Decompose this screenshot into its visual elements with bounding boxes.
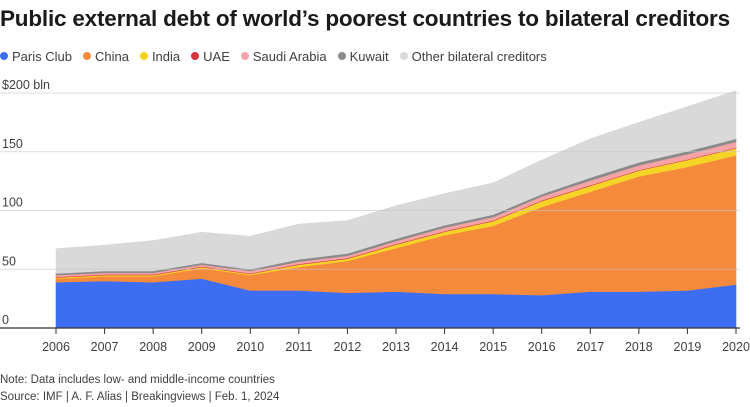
- x-tick-label: 2020: [722, 340, 750, 354]
- legend-swatch: [240, 52, 249, 60]
- x-tick-label: 2014: [431, 340, 459, 354]
- legend-label: Saudi Arabia: [252, 48, 327, 64]
- x-tick-label: 2007: [91, 340, 119, 354]
- x-tick-label: 2013: [382, 340, 410, 354]
- legend-item: Saudi Arabia: [240, 48, 327, 64]
- legend-label: Other bilateral creditors: [411, 48, 547, 64]
- legend-item: Other bilateral creditors: [399, 48, 547, 64]
- legend-swatch: [399, 52, 408, 60]
- y-tick-label: 0: [2, 313, 9, 327]
- y-tick-label: 150: [2, 137, 23, 151]
- chart-title: Public external debt of world’s poorest …: [0, 6, 730, 31]
- legend-item: India: [139, 48, 181, 64]
- legend-item: China: [82, 48, 129, 64]
- area-layers: [55, 90, 737, 329]
- legend-item: UAE: [191, 49, 230, 64]
- y-tick-label: 100: [2, 196, 23, 210]
- legend-label: UAE: [203, 48, 230, 64]
- legend-swatch: [337, 52, 346, 60]
- legend-label: Paris Club: [12, 48, 72, 64]
- x-tick-label: 2015: [479, 340, 507, 354]
- chart-note: Note: Data includes low- and middle-inco…: [0, 374, 275, 386]
- x-tick-label: 2012: [334, 340, 362, 354]
- legend-label: Kuwait: [349, 48, 389, 64]
- legend-label: China: [94, 48, 129, 64]
- x-tick-label: 2018: [625, 340, 653, 354]
- x-tick-label: 2019: [674, 340, 702, 354]
- x-tick-label: 2017: [576, 340, 604, 354]
- chart-source: Source: IMF | A. F. Alias | Breakingview…: [0, 391, 280, 403]
- legend: Paris Club China India UAE Saudi Arabia Kuwai…: [0, 48, 547, 64]
- x-tick-label: 2011: [285, 340, 312, 354]
- x-tick-label: 2016: [528, 340, 556, 354]
- legend-swatch: [139, 52, 148, 60]
- y-tick-label: 50: [2, 254, 16, 268]
- legend-swatch: [0, 52, 8, 60]
- legend-item: Kuwait: [337, 48, 389, 64]
- legend-swatch: [191, 52, 200, 60]
- gridlines: [0, 92, 740, 270]
- legend-item: Paris Club: [0, 49, 72, 64]
- x-tick-label: 2009: [188, 340, 216, 354]
- x-tick-label: 2010: [236, 340, 264, 354]
- x-tick-label: 2008: [139, 340, 167, 354]
- legend-swatch: [82, 52, 91, 60]
- x-tick-label: 2006: [42, 340, 70, 354]
- legend-label: India: [151, 48, 181, 64]
- y-tick-label: $200 bln: [2, 78, 50, 92]
